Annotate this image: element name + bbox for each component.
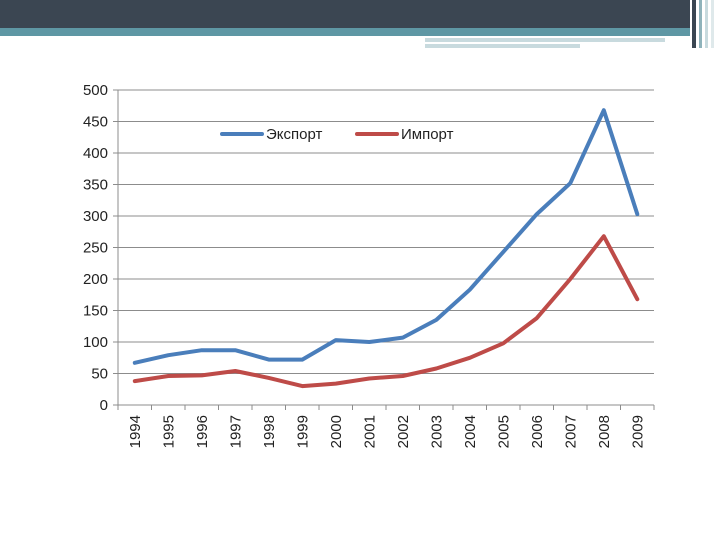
y-tick-label: 200: [83, 271, 108, 288]
x-tick-label: 2002: [395, 415, 412, 448]
data-point: [501, 250, 505, 254]
series-line: [132, 234, 640, 389]
data-point: [166, 374, 170, 378]
x-tick-label: 2003: [428, 415, 445, 448]
data-point: [434, 366, 438, 370]
data-point: [200, 348, 204, 352]
x-tick-label: 1997: [227, 415, 244, 448]
data-point: [133, 379, 137, 383]
data-point: [401, 336, 405, 340]
legend-label: Импорт: [401, 126, 454, 143]
header-corner-decoration: [690, 0, 720, 48]
x-tick-label: 1996: [194, 415, 211, 448]
data-point: [267, 358, 271, 362]
y-tick-label: 50: [91, 366, 108, 383]
data-point: [200, 373, 204, 377]
header-teal-stripe: [0, 28, 690, 36]
legend: Экспорт Импорт: [220, 126, 454, 143]
data-point: [300, 358, 304, 362]
data-point: [568, 277, 572, 281]
y-tick-label: 400: [83, 145, 108, 162]
data-point: [367, 340, 371, 344]
data-point: [468, 356, 472, 360]
x-tick-label: 1999: [294, 415, 311, 448]
data-point: [535, 316, 539, 320]
data-point: [501, 341, 505, 345]
x-tick-label: 2001: [361, 415, 378, 448]
data-point: [468, 288, 472, 292]
y-tick-label: 350: [83, 177, 108, 194]
series-line: [132, 108, 640, 365]
data-point: [635, 212, 639, 216]
data-point: [133, 361, 137, 365]
data-point: [401, 374, 405, 378]
header-light-stripe-short: [425, 44, 580, 48]
y-tick-label: 450: [83, 114, 108, 131]
data-point: [367, 377, 371, 381]
data-point: [166, 353, 170, 357]
x-tick-label: 2007: [562, 415, 579, 448]
y-axis-tick-labels: 0 50 100 150 200 250 300 350 400 450 500: [83, 82, 108, 414]
y-tick-label: 0: [100, 397, 108, 414]
data-point: [300, 384, 304, 388]
data-point: [602, 234, 606, 238]
data-point: [635, 297, 639, 301]
data-point: [267, 376, 271, 380]
x-axis-tick-labels: 1994 1995 1996 1997 1998 1999 2000 2001 2002 2003…: [127, 415, 647, 448]
y-tick-label: 300: [83, 208, 108, 225]
x-tick-label: 2006: [529, 415, 546, 448]
x-tick-label: 1995: [160, 415, 177, 448]
legend-label: Экспорт: [266, 126, 322, 143]
data-point: [233, 369, 237, 373]
data-point: [334, 382, 338, 386]
data-point: [568, 181, 572, 185]
x-tick-label: 2005: [495, 415, 512, 448]
data-point: [434, 318, 438, 322]
data-point: [233, 348, 237, 352]
series-lines: [132, 108, 640, 389]
data-point: [602, 108, 606, 112]
y-tick-label: 100: [83, 334, 108, 351]
axes: [113, 89, 655, 410]
header-light-stripe: [425, 38, 665, 42]
y-tick-label: 500: [83, 82, 108, 99]
data-point: [535, 212, 539, 216]
x-tick-label: 1994: [127, 415, 144, 448]
x-tick-label: 2009: [629, 415, 646, 448]
x-tick-label: 2000: [328, 415, 345, 448]
grid-lines: [118, 89, 654, 374]
data-point: [334, 338, 338, 342]
x-tick-label: 2008: [596, 415, 613, 448]
header-dark-band: [0, 0, 720, 28]
y-tick-label: 250: [83, 240, 108, 257]
x-tick-label: 2004: [462, 415, 479, 448]
y-tick-label: 150: [83, 303, 108, 320]
x-tick-label: 1998: [261, 415, 278, 448]
